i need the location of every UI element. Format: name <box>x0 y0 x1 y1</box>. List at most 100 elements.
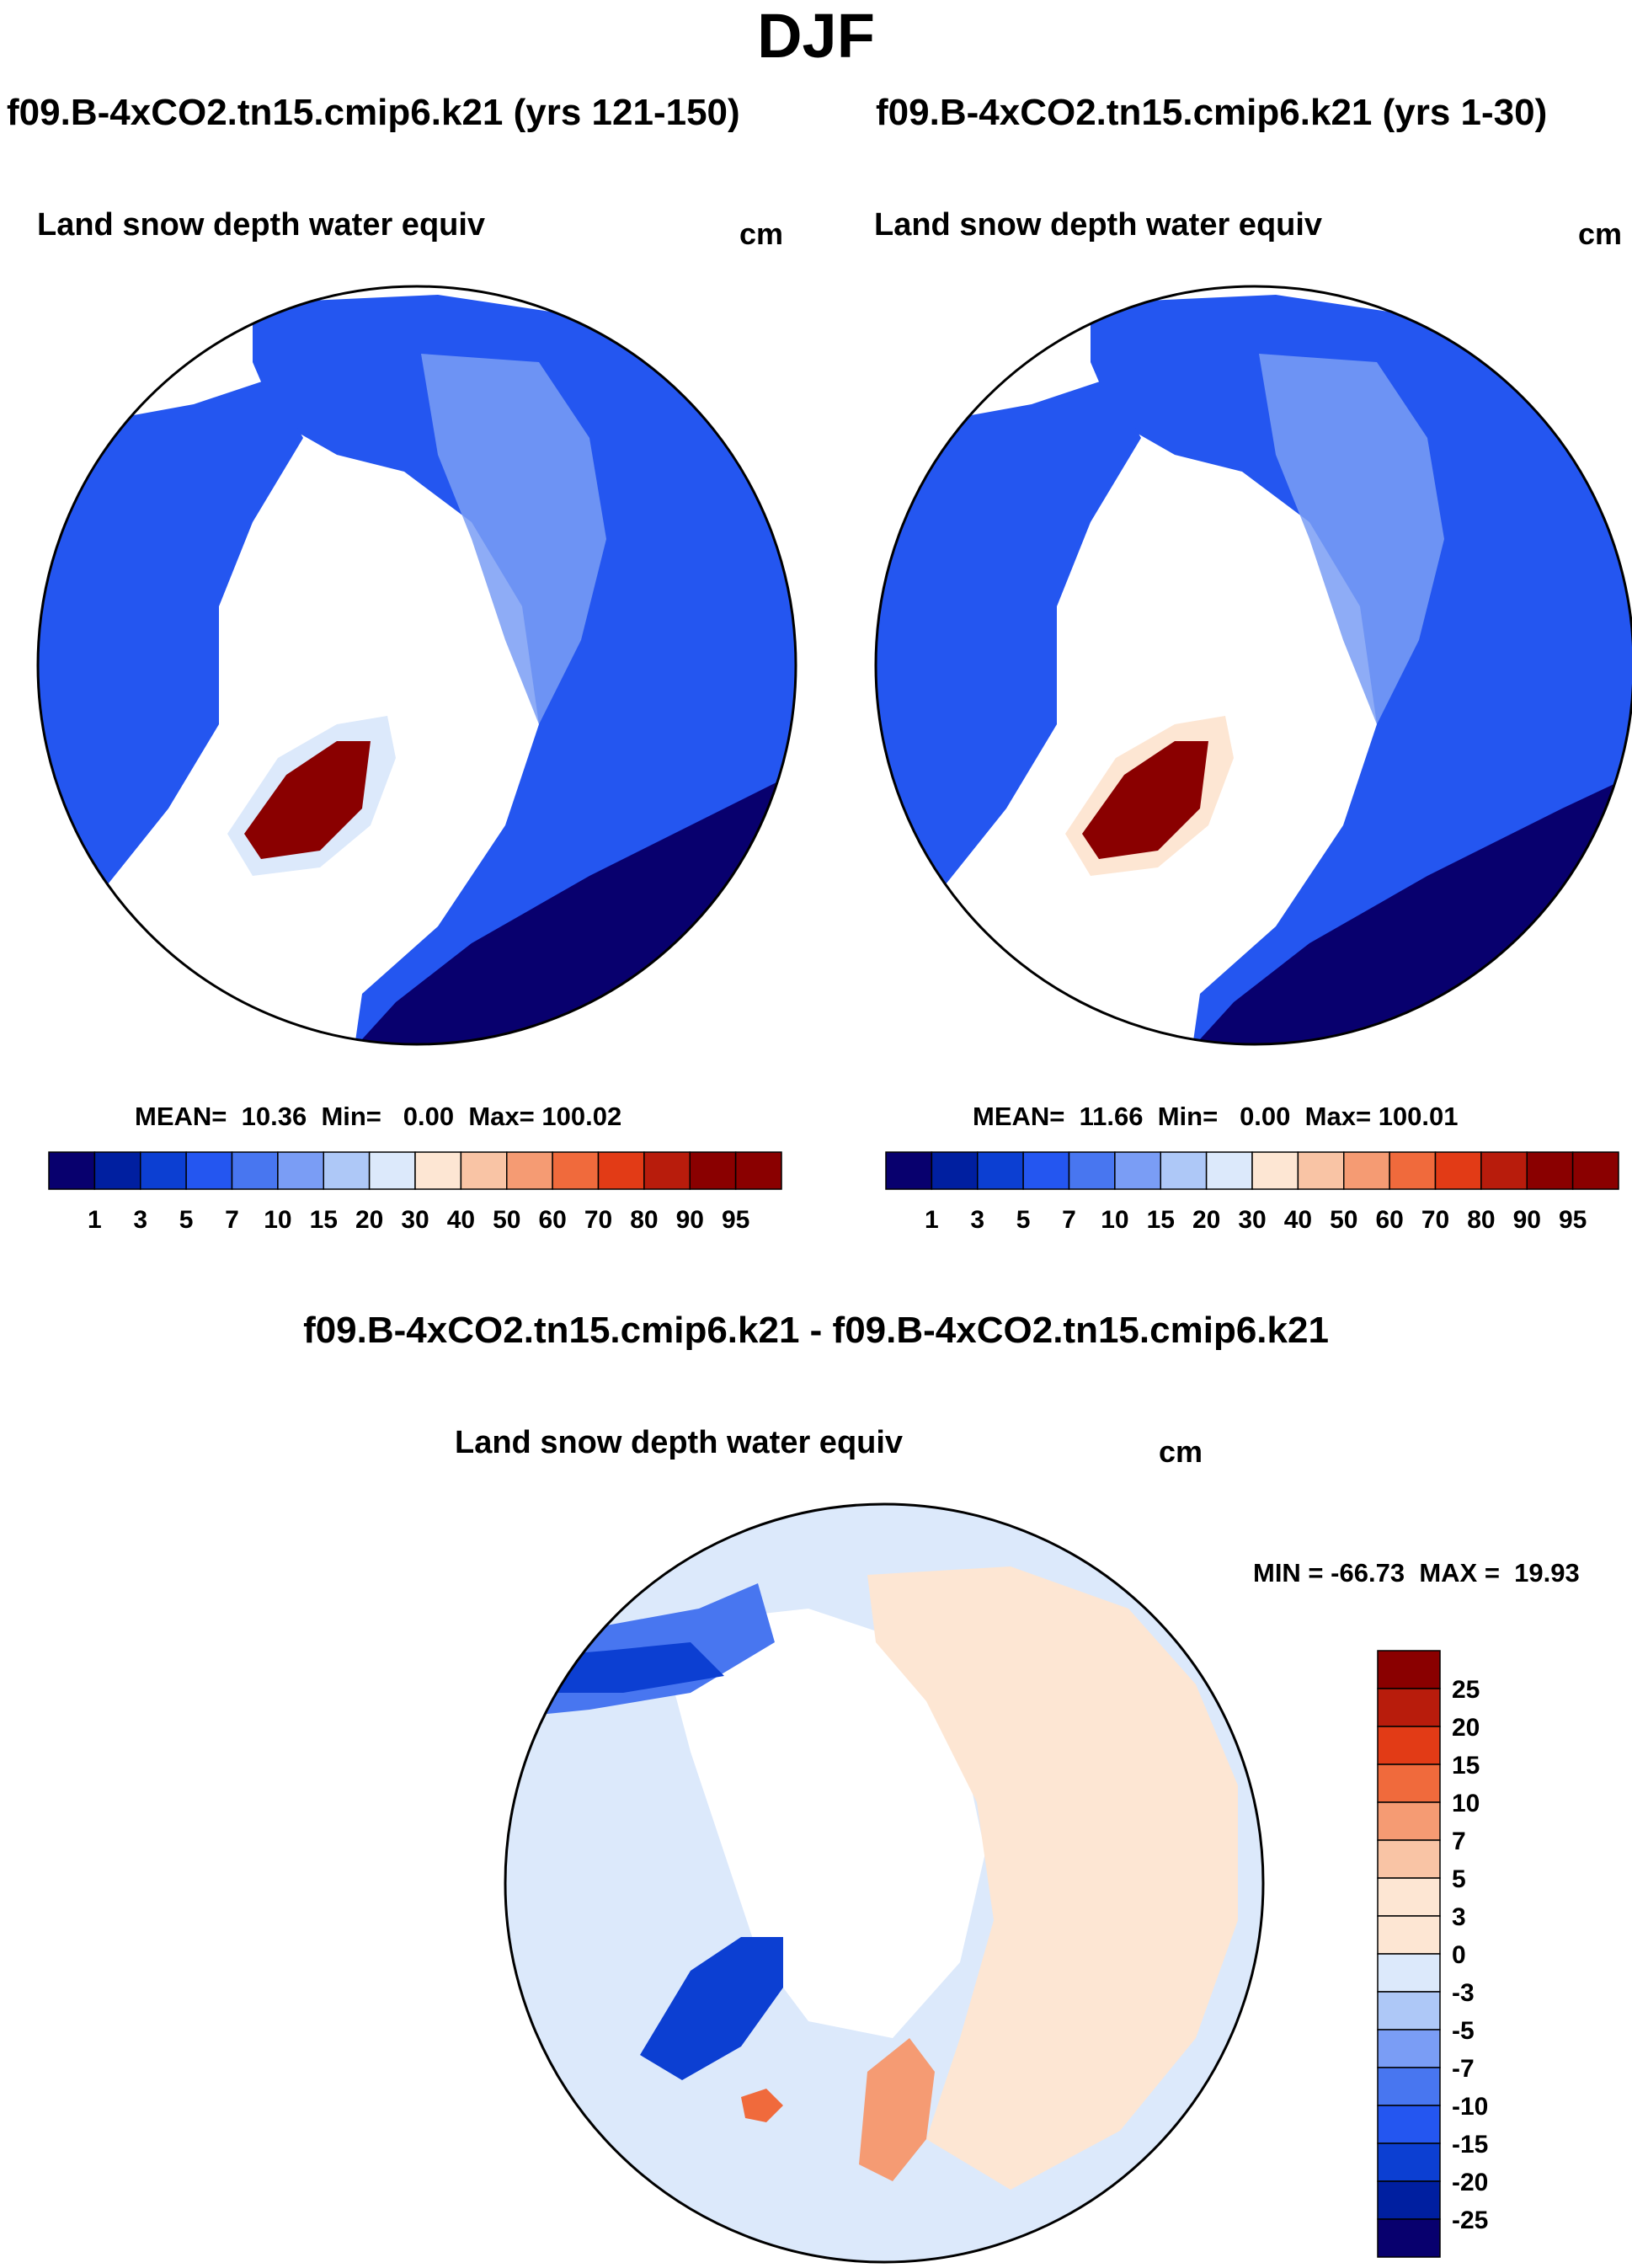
colorbar-swatch <box>1377 1877 1441 1917</box>
map-boundary-circle <box>504 1502 1265 2264</box>
panel-diff-case-title: f09.B-4xCO2.tn15.cmip6.k21 - f09.B-4xCO2… <box>303 1310 1329 1351</box>
max-value: 100.01 <box>1378 1102 1459 1131</box>
colorbar-tick-label: -3 <box>1452 1979 1475 2007</box>
diff-negative-greenland <box>640 1937 783 2080</box>
panel-right-case-title: f09.B-4xCO2.tn15.cmip6.k21 (yrs 1-30) <box>876 92 1548 133</box>
snow-field-north-america <box>876 379 1141 910</box>
colorbar-tick-label: 30 <box>401 1206 429 1234</box>
colorbar-tick-label: 15 <box>1452 1752 1480 1780</box>
colorbar-swatch <box>1480 1151 1528 1190</box>
diff-arctic-white <box>657 1609 985 2038</box>
colorbar-swatch <box>185 1151 233 1190</box>
colorbar-tick-label: 3 <box>970 1206 984 1234</box>
diff-positive-iceland <box>741 2089 783 2122</box>
panel-left-stats: MEAN= 10.36 Min= 0.00 Max= 100.02 <box>135 1103 621 1129</box>
colorbar-swatch <box>231 1151 279 1190</box>
colorbar-tick-label: 70 <box>1421 1206 1449 1234</box>
colorbar-tick-label: 50 <box>1330 1206 1357 1234</box>
panel-right-field-title: Land snow depth water equiv <box>874 207 1323 243</box>
colorbar-tick-label: -15 <box>1452 2131 1488 2159</box>
colorbar-swatch <box>1377 1801 1441 1841</box>
season-title: DJF <box>757 1 875 71</box>
min-label: Min= <box>321 1102 381 1131</box>
snow-field-north-america <box>38 379 303 910</box>
min-label: Min= <box>1157 1102 1219 1131</box>
panel-diff-field-title: Land snow depth water equiv <box>455 1425 904 1460</box>
colorbar-tick-label: 15 <box>1147 1206 1175 1234</box>
colorbar-swatch <box>414 1151 462 1190</box>
max-label: Max= <box>1304 1102 1372 1131</box>
snow-field-light-arctic <box>1259 354 1444 724</box>
colorbar-tick-label: -7 <box>1452 2055 1475 2083</box>
colorbar-swatch <box>1114 1151 1161 1190</box>
colorbar-swatch <box>1389 1151 1437 1190</box>
panel-left-field-title: Land snow depth water equiv <box>37 207 486 243</box>
colorbar-tick-label: 0 <box>1452 1941 1466 1969</box>
colorbar-swatch <box>1377 1764 1441 1803</box>
colorbar-tick-label: 95 <box>722 1206 749 1234</box>
colorbar-tick-label: 50 <box>493 1206 520 1234</box>
max-label: Max= <box>468 1102 535 1131</box>
colorbar-swatch <box>368 1151 416 1190</box>
map-panel-diff <box>504 1502 1265 2264</box>
mean-label: MEAN= <box>135 1102 227 1131</box>
colorbar-swatch <box>1251 1151 1299 1190</box>
colorbar-swatch <box>1377 2105 1441 2144</box>
colorbar-tick-label: 3 <box>1452 1903 1466 1931</box>
colorbar-swatch <box>977 1151 1024 1190</box>
colorbar-swatch <box>1068 1151 1116 1190</box>
colorbar-tick-label: 7 <box>225 1206 239 1234</box>
colorbar-swatch <box>140 1151 187 1190</box>
mean-label: MEAN= <box>973 1102 1065 1131</box>
colorbar-swatch <box>1377 2067 1441 2106</box>
max-label: MAX = <box>1419 1558 1500 1588</box>
colorbar-swatch <box>734 1151 782 1190</box>
colorbar-swatch <box>885 1151 933 1190</box>
colorbar-tick-label: 5 <box>179 1206 194 1234</box>
colorbar-right: 1 3 5 7 10 15 20 30 40 50 60 70 80 90 95 <box>885 1151 1619 1234</box>
colorbar-swatch <box>1160 1151 1208 1190</box>
colorbar-tick-label: 3 <box>133 1206 147 1234</box>
snow-field-light-arctic <box>421 354 606 724</box>
colorbar-swatch <box>460 1151 508 1190</box>
colorbar-swatch <box>323 1151 371 1190</box>
max-value: 100.02 <box>541 1102 622 1131</box>
colorbar-swatch <box>597 1151 645 1190</box>
colorbar-swatch <box>1205 1151 1253 1190</box>
colorbar-swatch <box>1297 1151 1345 1190</box>
diff-positive-scandinavia <box>859 2038 935 2181</box>
colorbar-swatch <box>1377 1650 1441 1689</box>
colorbar-tick-label: 60 <box>538 1206 566 1234</box>
min-label: MIN = <box>1253 1558 1324 1588</box>
colorbar-tick-label: 10 <box>1452 1790 1480 1817</box>
colorbar-tick-label: 10 <box>264 1206 291 1234</box>
colorbar-tick-label: -20 <box>1452 2169 1488 2196</box>
colorbar-tick-label: 20 <box>1452 1714 1480 1742</box>
colorbar-swatch <box>1434 1151 1482 1190</box>
greenland-deep-snow <box>244 741 371 859</box>
colorbar-swatch <box>931 1151 979 1190</box>
colorbar-swatch <box>1377 1953 1441 1993</box>
colorbar-tick-label: 60 <box>1375 1206 1403 1234</box>
colorbar-swatch <box>1377 2218 1441 2258</box>
colorbar-tick-label: 70 <box>584 1206 612 1234</box>
colorbar-swatch <box>1377 1839 1441 1879</box>
map-boundary-circle <box>36 285 797 1046</box>
colorbar-tick-label: 80 <box>630 1206 658 1234</box>
colorbar-swatch <box>643 1151 691 1190</box>
colorbar-swatch <box>1377 1991 1441 2031</box>
colorbar-tick-label: -10 <box>1452 2093 1488 2121</box>
colorbar-tick-label: 90 <box>1513 1206 1541 1234</box>
colorbar-swatch <box>1377 1726 1441 1765</box>
colorbar-tick-label: 95 <box>1559 1206 1587 1234</box>
colorbar-tick-label: 5 <box>1016 1206 1031 1234</box>
colorbar-swatch <box>93 1151 141 1190</box>
colorbar-swatch <box>1377 2029 1441 2068</box>
colorbar-tick-label: 90 <box>676 1206 704 1234</box>
colorbar-tick-label: 5 <box>1452 1865 1466 1893</box>
colorbar-tick-label: 80 <box>1467 1206 1495 1234</box>
panel-right-stats: MEAN= 11.66 Min= 0.00 Max= 100.01 <box>973 1103 1459 1129</box>
colorbar-tick-label: 1 <box>925 1206 939 1234</box>
colorbar-tick-label: 7 <box>1062 1206 1076 1234</box>
